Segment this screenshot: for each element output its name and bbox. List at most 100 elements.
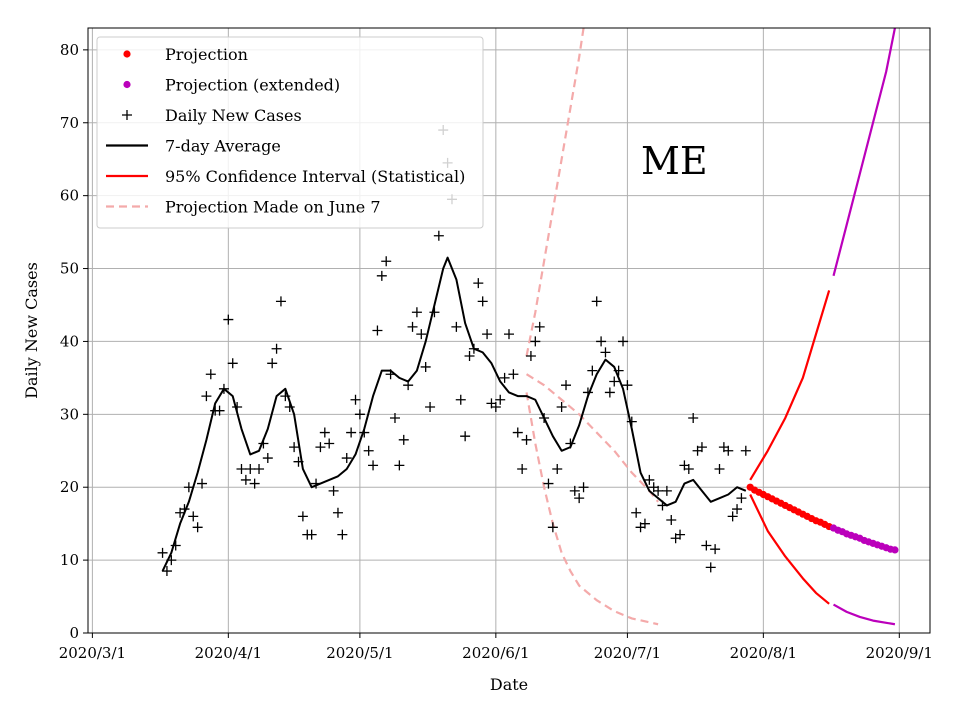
daily-case-marker: [736, 493, 747, 504]
legend-label: 95% Confidence Interval (Statistical): [165, 167, 465, 186]
daily-case-marker: [582, 387, 593, 398]
95-confidence-interval-extended-lower-line: [832, 603, 896, 626]
daily-case-marker: [319, 427, 330, 438]
daily-case-marker: [710, 544, 721, 555]
daily-case-marker: [644, 474, 655, 485]
daily-case-marker: [517, 463, 528, 474]
projection-made-on-june-7-line: [525, 373, 659, 503]
daily-case-marker: [477, 296, 488, 307]
daily-case-marker: [359, 427, 370, 438]
y-axis-label: Daily New Cases: [22, 262, 41, 399]
legend-item: 7-day Average: [106, 137, 281, 156]
daily-case-marker: [705, 562, 716, 573]
daily-case-marker: [732, 504, 743, 515]
daily-case-marker: [468, 343, 479, 354]
daily-case-marker: [460, 431, 471, 442]
daily-case-marker: [337, 529, 348, 540]
legend-label: Daily New Cases: [165, 106, 302, 125]
daily-case-marker: [661, 485, 672, 496]
daily-case-marker: [591, 296, 602, 307]
y-tick-label: 20: [60, 478, 79, 496]
legend-label: Projection (extended): [165, 76, 340, 95]
daily-case-marker: [569, 485, 580, 496]
daily-case-marker: [534, 321, 545, 332]
daily-case-marker: [363, 445, 374, 456]
daily-case-marker: [600, 347, 611, 358]
daily-case-marker: [688, 412, 699, 423]
legend-label: Projection: [165, 45, 248, 64]
daily-case-marker: [740, 445, 751, 456]
daily-case-marker: [618, 336, 629, 347]
daily-case-marker: [626, 416, 637, 427]
daily-case-marker: [683, 463, 694, 474]
daily-case-marker: [543, 478, 554, 489]
daily-case-marker: [385, 369, 396, 380]
daily-case-marker: [666, 515, 677, 526]
legend: Projection Projection (extended) Daily New…: [96, 36, 484, 229]
legend-item: 95% Confidence Interval (Statistical): [106, 167, 465, 186]
daily-case-marker: [214, 405, 225, 416]
daily-case-marker: [372, 325, 383, 336]
daily-case-marker: [389, 412, 400, 423]
daily-case-marker: [495, 394, 506, 405]
daily-case-marker: [587, 365, 598, 376]
daily-case-marker: [275, 296, 286, 307]
x-tick-label: 2020/8/1: [730, 644, 797, 662]
daily-case-marker: [433, 230, 444, 241]
y-tick-label: 30: [60, 405, 79, 423]
daily-case-marker: [192, 522, 203, 533]
legend-item: Projection (extended): [123, 76, 340, 95]
daily-case-marker: [675, 529, 686, 540]
daily-case-marker: [547, 522, 558, 533]
y-tick-label: 0: [69, 624, 79, 642]
daily-case-marker: [328, 485, 339, 496]
daily-case-marker: [271, 343, 282, 354]
daily-case-marker: [183, 482, 194, 493]
95-confidence-interval-extended-upper-line: [832, 28, 896, 277]
daily-case-marker: [249, 478, 260, 489]
daily-case-marker: [622, 380, 633, 391]
legend-item: Projection Made on June 7: [106, 198, 381, 217]
daily-case-marker: [604, 387, 615, 398]
legend-label: 7-day Average: [165, 137, 281, 156]
daily-case-marker: [280, 391, 291, 402]
x-tick-label: 2020/9/1: [866, 644, 933, 662]
daily-case-marker: [429, 307, 440, 318]
state-annotation: ME: [641, 139, 708, 183]
daily-case-marker: [293, 456, 304, 467]
daily-case-marker: [346, 427, 357, 438]
daily-case-marker: [539, 412, 550, 423]
daily-case-marker: [258, 438, 269, 449]
daily-case-marker: [170, 540, 181, 551]
daily-case-marker: [723, 445, 734, 456]
daily-case-marker: [354, 409, 365, 420]
y-tick-label: 40: [60, 332, 79, 350]
daily-case-marker: [161, 566, 172, 577]
daily-case-marker: [701, 540, 712, 551]
daily-case-marker: [574, 493, 585, 504]
plot-frame: [87, 27, 931, 634]
daily-case-marker: [284, 402, 295, 413]
daily-case-marker: [157, 547, 168, 558]
legend-item: Daily New Cases: [122, 106, 302, 125]
daily-case-marker: [188, 511, 199, 522]
plot-area: [157, 28, 899, 626]
projection-extended-point: [891, 546, 899, 554]
daily-case-marker: [696, 442, 707, 453]
daily-case-marker: [394, 460, 405, 471]
x-tick-label: 2020/7/1: [594, 644, 661, 662]
daily-case-marker: [311, 478, 322, 489]
daily-case-marker: [223, 314, 234, 325]
daily-case-marker: [227, 358, 238, 369]
daily-case-marker: [727, 511, 738, 522]
daily-case-marker: [324, 438, 335, 449]
daily-case-marker: [179, 504, 190, 515]
daily-case-marker: [240, 474, 251, 485]
95-confidence-interval-lower-line: [749, 494, 830, 605]
daily-case-marker: [297, 511, 308, 522]
daily-case-marker: [245, 463, 256, 474]
daily-case-marker: [561, 380, 572, 391]
daily-case-marker: [197, 478, 208, 489]
y-tick-label: 50: [60, 260, 79, 278]
